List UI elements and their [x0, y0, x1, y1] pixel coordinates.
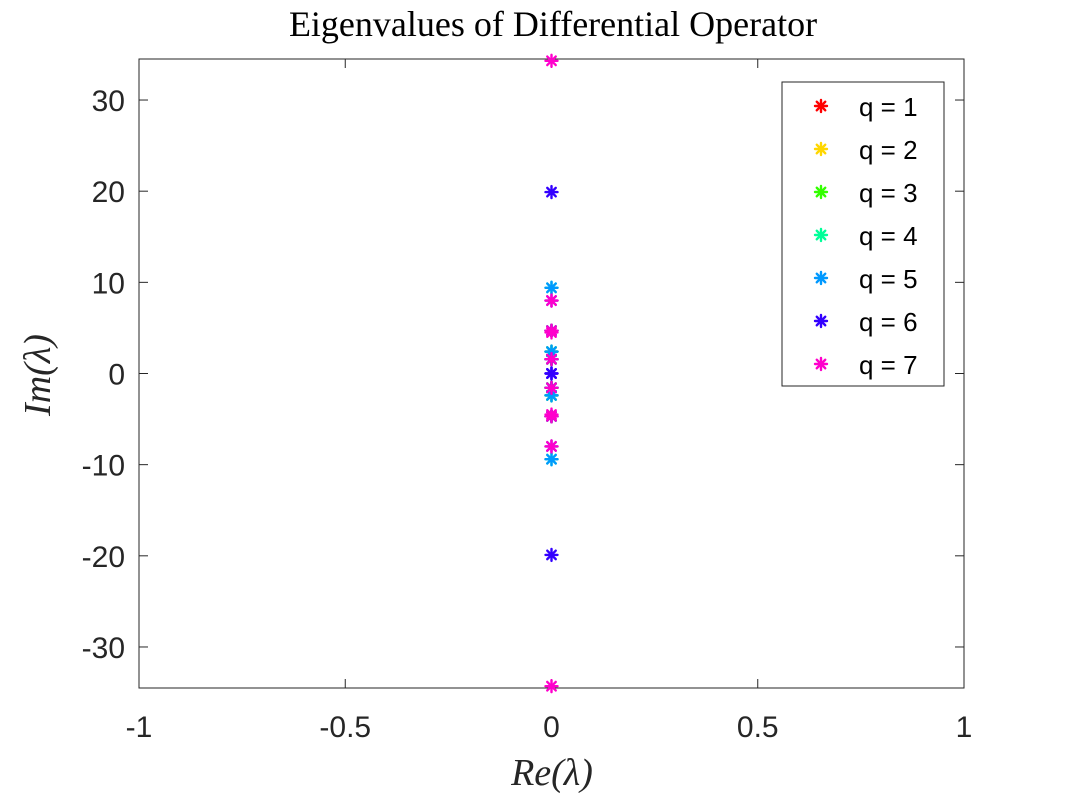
data-point	[544, 184, 559, 200]
x-tick-label: -0.5	[319, 711, 371, 744]
y-tick-label: -20	[82, 541, 125, 574]
axes: -1 -0.5 0 0.5 1 -30 -20 -10 0 10 20 30	[82, 58, 973, 744]
x-tick-label: 0.5	[737, 711, 779, 744]
data-point	[544, 280, 559, 296]
data-point	[544, 380, 559, 396]
x-tick-label: 1	[956, 711, 973, 744]
data-point	[544, 547, 559, 563]
y-tick-label: 10	[92, 267, 125, 300]
legend-entry: q = 5	[859, 264, 918, 294]
x-axis-label: Re(λ)	[510, 752, 593, 794]
data-point	[544, 293, 559, 308]
legend-marker	[813, 313, 829, 329]
y-tick-label: 30	[92, 85, 125, 118]
data-point	[544, 351, 559, 367]
legend-marker	[813, 227, 829, 243]
x-tick-label: 0	[543, 711, 560, 744]
legend-marker	[813, 356, 829, 372]
data-point	[544, 439, 559, 454]
y-tick-label: -10	[82, 450, 125, 483]
legend-marker	[813, 141, 829, 157]
legend: q = 1 q = 2 q = 3 q = 4 q = 5 q = 6 q = 7	[781, 81, 945, 387]
legend-entry: q = 3	[859, 178, 918, 208]
legend-entry: q = 2	[859, 135, 918, 165]
x-tick-label: -1	[126, 711, 153, 744]
legend-box	[781, 81, 945, 387]
data-point	[544, 366, 559, 381]
legend-marker	[813, 184, 829, 200]
legend-entry: q = 7	[859, 350, 918, 380]
data-point	[544, 678, 559, 694]
legend-marker	[813, 270, 829, 286]
y-tick-label: 20	[92, 176, 125, 209]
y-tick-label: 0	[108, 359, 125, 392]
legend-entry: q = 1	[859, 92, 918, 122]
data-point	[544, 325, 559, 340]
data-point	[544, 53, 559, 69]
data-point	[544, 451, 559, 467]
legend-entry: q = 6	[859, 307, 918, 337]
y-axis-label: Im(λ)	[17, 334, 59, 417]
data-point	[544, 407, 559, 422]
data-points	[544, 53, 559, 694]
legend-marker	[813, 98, 829, 114]
legend-entry: q = 4	[859, 221, 918, 251]
y-tick-label: -30	[82, 632, 125, 665]
chart-title: Eigenvalues of Differential Operator	[289, 4, 817, 44]
